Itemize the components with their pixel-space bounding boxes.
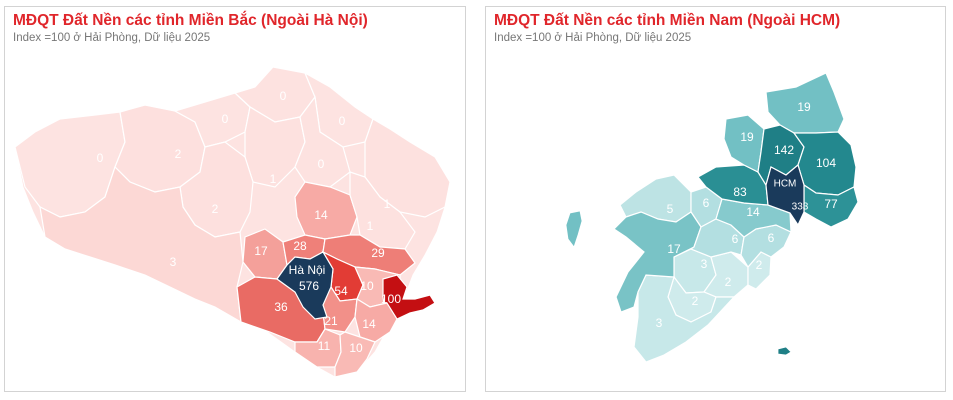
south-label-16: 2 <box>692 294 699 308</box>
south-label-11: 6 <box>732 232 739 246</box>
south-label-6: 77 <box>824 197 838 211</box>
north-label-22: 11 <box>318 339 331 353</box>
south-label-12: 6 <box>768 231 775 245</box>
north-label-4: 0 <box>280 89 287 103</box>
south-province-6[interactable] <box>803 183 859 228</box>
south-label-2: 19 <box>740 130 754 144</box>
south-map: 19 19 142 104 83 77 14 5 6 17 6 6 3 2 2 … <box>565 72 859 363</box>
hcm-value-label: 333 <box>792 202 809 213</box>
south-map-panel: MĐQT Đất Nền các tỉnh Miền Nam (Ngoài HC… <box>485 6 946 392</box>
north-label-12: 3 <box>170 255 177 269</box>
north-label-21: 14 <box>362 317 376 331</box>
north-province-10[interactable] <box>294 181 358 240</box>
hcm-name-label: HCM <box>774 179 797 190</box>
north-label-14: 28 <box>293 239 307 253</box>
south-label-4: 104 <box>816 156 836 170</box>
north-province-8[interactable] <box>364 118 451 218</box>
south-label-9: 6 <box>703 196 710 210</box>
north-province-23[interactable] <box>334 331 376 378</box>
north-label-16: 54 <box>334 284 348 298</box>
north-label-13: 17 <box>254 244 268 258</box>
con-dao-island <box>777 346 792 356</box>
north-map-panel: MĐQT Đất Nền các tỉnh Miền Bắc (Ngoài Hà… <box>4 6 466 392</box>
north-label-6: 1 <box>270 172 277 186</box>
north-label-11: 1 <box>367 219 374 233</box>
phu-quoc-island <box>565 210 583 248</box>
north-label-15: 29 <box>371 246 385 260</box>
south-label-1: 19 <box>797 100 811 114</box>
south-label-15: 2 <box>756 258 763 272</box>
south-label-7: 14 <box>746 205 760 219</box>
south-label-8: 5 <box>667 202 674 216</box>
north-map-subtitle: Index =100 ở Hải Phòng, Dữ liệu 2025 <box>13 32 211 44</box>
north-province-7[interactable] <box>294 95 351 188</box>
north-label-10: 14 <box>314 208 328 222</box>
north-map: 0 2 0 0 0 1 0 1 2 14 1 3 17 28 29 54 10 … <box>14 66 451 378</box>
hanoi-region[interactable] <box>276 251 334 320</box>
south-label-14: 2 <box>725 275 732 289</box>
north-label-9: 2 <box>212 202 219 216</box>
hanoi-name-label: Hà Nội <box>289 263 326 277</box>
north-map-title: MĐQT Đất Nền các tỉnh Miền Bắc (Ngoài Hà… <box>13 12 368 29</box>
north-province-21[interactable] <box>354 297 398 343</box>
hanoi-value-label: 576 <box>299 279 319 293</box>
south-label-5: 83 <box>733 185 747 199</box>
south-label-10: 17 <box>667 242 681 256</box>
south-label-13: 3 <box>701 257 708 271</box>
north-label-1: 0 <box>97 151 104 165</box>
south-map-subtitle: Index =100 ở Hải Phòng, Dữ liệu 2025 <box>494 32 692 44</box>
north-label-5: 0 <box>339 114 346 128</box>
north-province-12[interactable] <box>39 165 244 324</box>
south-label-3: 142 <box>774 143 794 157</box>
north-label-23: 10 <box>349 341 363 355</box>
north-label-20: 21 <box>324 314 338 328</box>
hcm-region[interactable] <box>765 163 805 227</box>
north-label-7: 0 <box>318 157 325 171</box>
north-label-19: 36 <box>274 300 288 314</box>
north-label-18: 100 <box>381 292 401 306</box>
south-map-title: MĐQT Đất Nền các tỉnh Miền Nam (Ngoài HC… <box>494 12 841 29</box>
north-label-3: 0 <box>222 112 229 126</box>
north-label-8: 1 <box>384 197 391 211</box>
north-label-2: 2 <box>175 147 182 161</box>
south-label-17: 3 <box>656 316 663 330</box>
south-province-17[interactable] <box>633 274 736 363</box>
south-province-10[interactable] <box>613 211 702 313</box>
north-label-17: 10 <box>360 279 374 293</box>
